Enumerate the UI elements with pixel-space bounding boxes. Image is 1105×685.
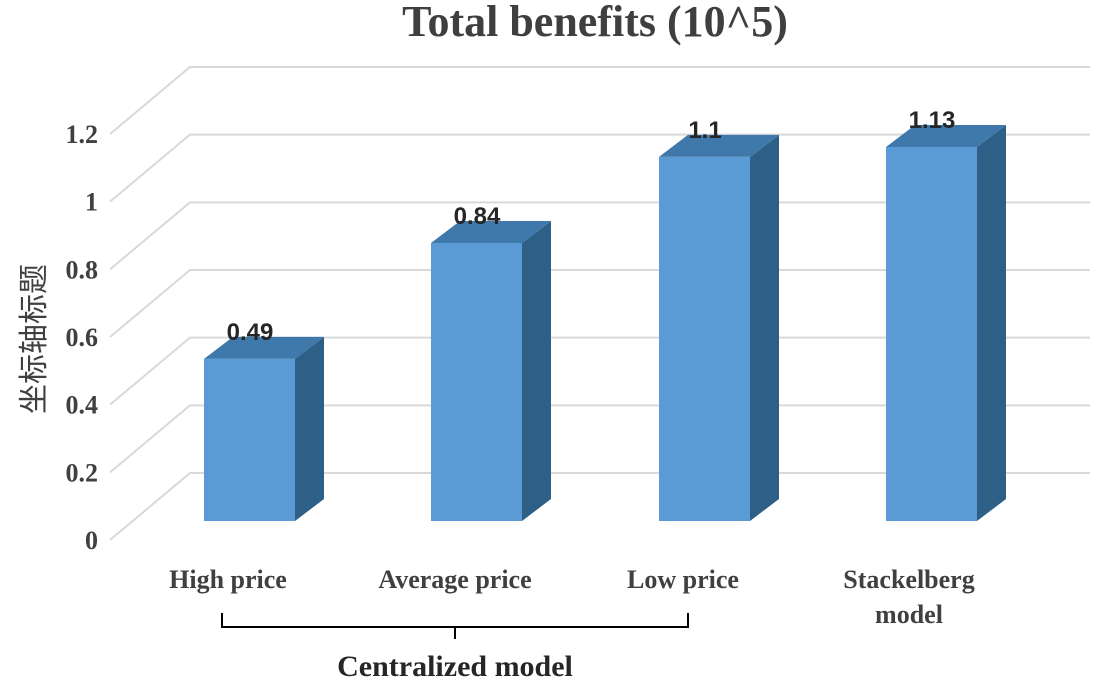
bar: [204, 336, 324, 521]
y-tick-label: 1.2: [66, 120, 99, 149]
category-label: model: [875, 600, 943, 629]
y-tick-label: 1: [85, 188, 98, 217]
category-label: High price: [169, 565, 287, 594]
gridline: [109, 472, 1090, 541]
category-labels: High price Average price Low price Stackelb…: [169, 565, 975, 629]
bar-top: [886, 125, 1006, 147]
group-bracket-line: [221, 613, 689, 639]
data-labels: 0.49 0.84 1.1 1.13: [227, 107, 956, 346]
bars: [204, 125, 1006, 521]
bar-front: [659, 156, 750, 521]
category-label: Low price: [627, 565, 739, 594]
y-tick-label: 0.6: [66, 323, 99, 352]
bar-side: [295, 336, 324, 521]
y-tick-label: 0.4: [66, 391, 99, 420]
bar-top: [659, 134, 779, 157]
gridline: [109, 201, 1090, 271]
data-label: 0.84: [454, 203, 501, 230]
gridlines: [109, 66, 1090, 541]
bar-front: [886, 147, 977, 521]
bar: [431, 220, 551, 521]
y-tick-label: 0.8: [66, 255, 99, 284]
gridline: [109, 336, 1090, 406]
bar-top: [204, 336, 324, 359]
gridline: [109, 404, 1090, 474]
bar-side: [522, 220, 551, 521]
chart-title: Total benefits (10^5): [402, 0, 788, 46]
gridline: [109, 66, 1090, 135]
category-label: Average price: [378, 565, 531, 594]
data-label: 1.1: [688, 117, 721, 144]
bar-front: [204, 358, 295, 521]
y-tick-labels: 0 0.2 0.4 0.6 0.8 1 1.2: [66, 120, 99, 555]
gridline: [109, 269, 1090, 338]
bar: [659, 134, 779, 521]
y-tick-label: 0.2: [66, 458, 99, 487]
group-bracket: Centralized model: [221, 613, 689, 683]
bar-side: [977, 125, 1006, 521]
bar-top: [431, 220, 551, 243]
y-tick-label: 0: [85, 526, 98, 555]
bar-side: [750, 134, 779, 521]
category-label: Stackelberg: [843, 565, 974, 594]
bar: [886, 125, 1006, 521]
data-label: 0.49: [227, 319, 274, 346]
bar-front: [431, 242, 522, 521]
group-label: Centralized model: [337, 650, 573, 683]
gridline: [109, 133, 1090, 203]
data-label: 1.13: [909, 107, 956, 134]
y-axis-label: 坐标轴标题: [17, 264, 52, 414]
